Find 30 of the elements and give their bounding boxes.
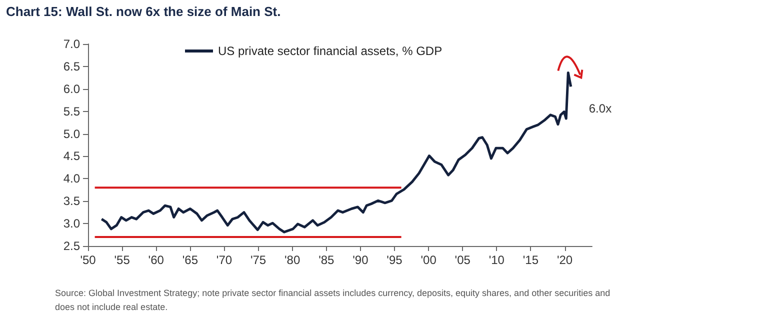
legend-label: US private sector financial assets, % GDP [218, 44, 442, 58]
x-tick-label: '55 [114, 253, 130, 267]
line-series [100, 71, 572, 234]
x-tick-label: '50 [80, 253, 96, 267]
y-tick-label: 3.5 [63, 194, 80, 208]
y-tick-label: 4.5 [63, 149, 80, 164]
x-tick-label: '70 [216, 253, 232, 267]
x-tick-label: '05 [454, 253, 471, 267]
y-tick-label: 6.5 [63, 59, 80, 74]
y-tick-label: 4.0 [63, 172, 80, 186]
x-tick-label: '85 [318, 253, 335, 267]
x-tick-label: '90 [352, 253, 369, 267]
x-tick-label: '65 [182, 253, 198, 267]
y-tick-label: 5.5 [63, 104, 80, 118]
y-tick-label: 2.5 [63, 239, 80, 253]
x-tick-label: '10 [488, 253, 505, 267]
x-tick-label: '15 [522, 253, 539, 267]
x-tick-label: '20 [556, 253, 573, 267]
x-tick-label: '75 [250, 253, 266, 267]
annotation: 6.0x [588, 102, 612, 116]
y-tick-label: 6.0 [63, 82, 80, 96]
y-tick-label: 7.0 [63, 37, 80, 51]
x-tick-label: '00 [420, 253, 437, 267]
source-note: Source: Global Investment Strategy; note private sector financial assets includes currency, deposits, equity shares, and other securities and does not include real estate. [55, 287, 612, 314]
x-tick-label: '60 [148, 253, 164, 267]
x-tick-label: '95 [386, 253, 403, 267]
y-tick-label: 5.0 [63, 126, 80, 141]
y-tick-label: 3.0 [63, 216, 80, 231]
x-tick-label: '80 [284, 253, 300, 267]
chart-title: Chart 15: Wall St. now 6x the size of Main St. [6, 4, 281, 19]
